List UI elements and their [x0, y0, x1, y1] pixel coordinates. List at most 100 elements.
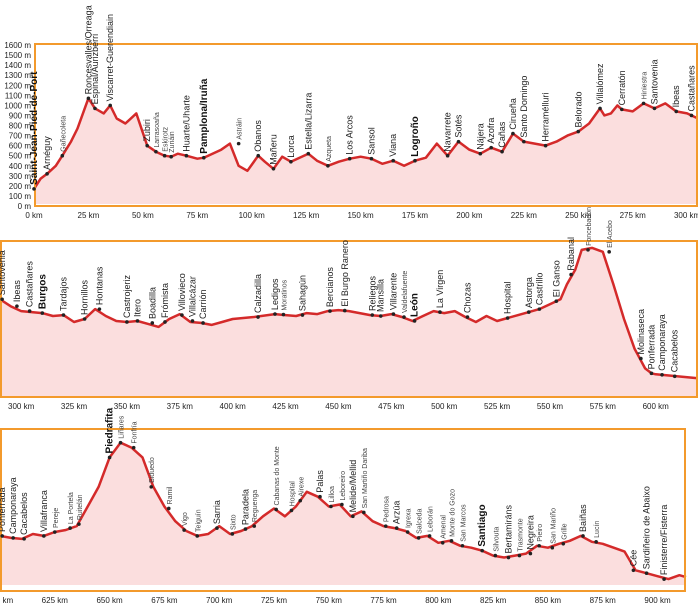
place-label: Santo Domingo	[519, 76, 529, 138]
place-dot	[256, 315, 260, 319]
x-tick-label: 775 km	[370, 596, 397, 605]
place-label: Carrión	[198, 289, 208, 319]
place-label: La Portela	[68, 492, 75, 524]
place-dot	[125, 320, 129, 324]
place-dot	[131, 445, 136, 450]
place-label: Ibeas	[671, 85, 681, 108]
place-dot	[256, 153, 261, 158]
place-label: Estella/Lizarra	[303, 93, 313, 150]
place-label: Pamplona/Iruña	[199, 78, 210, 153]
place-dot	[281, 312, 286, 317]
place-label: Los Arcos	[345, 115, 355, 155]
place-dot	[182, 528, 186, 532]
place-dot	[438, 310, 442, 314]
place-label: Sahagún	[297, 275, 307, 311]
x-tick-label: 150 km	[347, 211, 374, 220]
place-dot	[586, 248, 590, 252]
place-label: Leborán	[428, 506, 435, 532]
place-label: Arzúa	[392, 501, 402, 525]
place-label: Mañeru	[268, 134, 278, 165]
place-label: Burgos	[37, 274, 48, 309]
place-dot	[449, 539, 454, 543]
place-dot	[329, 504, 333, 509]
place-label: Pereje	[53, 508, 60, 528]
place-dot	[150, 321, 155, 325]
place-label: Cacabelos	[19, 492, 29, 535]
x-tick-label: 675 km	[151, 596, 178, 605]
place-dot	[576, 129, 581, 134]
place-label: Vigo	[182, 512, 189, 526]
x-tick-label: 400 km	[220, 402, 247, 411]
place-dot	[180, 313, 184, 317]
place-dot	[594, 540, 598, 544]
place-label: Negreira	[525, 515, 535, 550]
place-dot	[107, 455, 112, 460]
place-dot	[528, 551, 533, 556]
elevation-line-p3	[0, 441, 687, 581]
x-tick-label: 200 km	[456, 211, 483, 220]
place-label: Piedrafita	[105, 407, 116, 453]
place-label: Ponferrada	[0, 487, 7, 532]
place-label: Nájera	[475, 123, 485, 150]
place-label: Astráin	[237, 118, 244, 140]
y-tick-label: 800 m	[9, 122, 32, 131]
place-dot	[480, 548, 484, 553]
place-dot	[362, 510, 366, 515]
place-label: Reguenga	[252, 490, 259, 522]
place-label: Mansilla	[376, 279, 386, 312]
place-dot	[478, 151, 483, 156]
place-label: Espinal/Aurizberri	[90, 34, 100, 105]
place-label: Ruitelán	[77, 494, 84, 520]
x-tick-label: 575 km	[590, 402, 617, 411]
place-dot	[0, 534, 4, 538]
x-tick-label: 700 km	[206, 596, 233, 605]
place-label: Zubiri	[142, 119, 152, 142]
place-dot	[413, 158, 417, 163]
place-label: Sixto	[230, 514, 237, 530]
place-label: Biduedo	[149, 457, 156, 483]
y-tick-label: 900 m	[9, 111, 32, 120]
x-tick-label: 100 km	[239, 211, 266, 220]
place-label: Paradela	[240, 489, 250, 525]
place-label: Calzadilla	[253, 274, 263, 313]
place-dot	[289, 159, 293, 164]
place-label: Ponferrada	[646, 325, 656, 370]
elevation-line-p2	[0, 246, 698, 380]
place-dot	[236, 141, 241, 146]
place-dot	[517, 553, 522, 558]
place-dot	[318, 494, 322, 499]
place-label: Silvouta	[493, 527, 500, 552]
place-dot	[370, 313, 375, 317]
place-label: Sarria	[212, 500, 222, 524]
place-dot	[416, 536, 421, 540]
place-label: Liñares	[119, 415, 126, 438]
place-label: Santovenia	[649, 59, 659, 104]
place-label: Chozas	[462, 282, 472, 313]
place-dot	[342, 308, 347, 313]
place-dot	[97, 307, 102, 311]
place-dot	[445, 153, 450, 158]
y-tick-label: 700 m	[9, 132, 32, 141]
place-label: Camponaraya	[8, 477, 18, 534]
panel-frame-p3	[0, 428, 686, 592]
place-label: Teiguín	[195, 509, 202, 532]
place-dot	[86, 96, 91, 101]
panel-frame-p1	[34, 43, 698, 207]
place-label: Moratinos	[281, 279, 288, 310]
x-tick-label: 250 km	[565, 211, 592, 220]
place-dot	[505, 316, 510, 320]
place-dot	[0, 297, 4, 302]
place-dot	[11, 536, 15, 540]
place-label: Igrexa	[406, 508, 413, 528]
x-tick-label: 25 km	[78, 211, 100, 220]
place-label: El Acebo	[607, 220, 614, 248]
place-dot	[243, 527, 248, 531]
place-label: Baiñas	[578, 504, 588, 532]
place-label: Sotés	[454, 114, 464, 138]
place-dot	[298, 498, 303, 503]
place-label: Ledigos	[270, 278, 280, 310]
place-dot	[154, 149, 158, 154]
place-label: Viana	[388, 134, 398, 157]
place-dot	[108, 103, 112, 108]
place-dot	[543, 143, 548, 148]
